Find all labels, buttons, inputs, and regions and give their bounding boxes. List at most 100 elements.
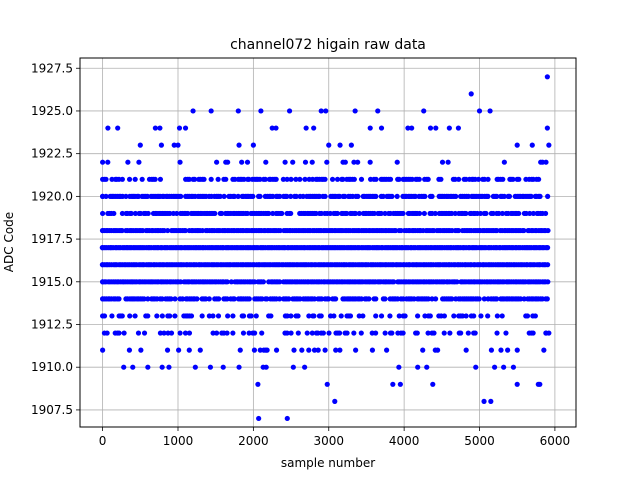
x-axis-ticks: 0 1000 2000 3000 4000 5000 6000: [99, 427, 570, 448]
data-point: [521, 227, 527, 234]
data-point: [420, 347, 426, 353]
data-point: [295, 313, 301, 319]
data-point: [537, 381, 543, 387]
data-point: [177, 330, 183, 336]
data-point: [323, 108, 329, 114]
data-point: [494, 193, 500, 199]
data-point: [475, 176, 482, 182]
data-point: [541, 347, 547, 353]
data-point: [498, 347, 504, 353]
data-point: [351, 330, 357, 336]
data-point: [241, 176, 247, 182]
data-point: [259, 330, 265, 336]
data-point: [246, 176, 252, 182]
data-point: [164, 347, 171, 353]
data-point: [458, 330, 464, 336]
data-point: [284, 415, 290, 422]
data-point: [186, 176, 192, 182]
data-point: [425, 176, 431, 182]
data-point: [157, 176, 164, 182]
data-point: [477, 210, 484, 217]
y-tick-label: 1912.5: [31, 318, 73, 332]
data-point: [348, 142, 354, 148]
data-point: [154, 313, 160, 319]
data-point: [324, 159, 330, 165]
y-tick-label: 1927.5: [31, 61, 73, 75]
data-point: [259, 296, 265, 302]
data-point: [224, 279, 230, 285]
data-point: [256, 415, 262, 422]
data-point: [517, 296, 524, 302]
data-point: [182, 330, 189, 336]
data-point: [309, 159, 315, 165]
data-point: [373, 330, 379, 336]
data-point: [529, 142, 535, 148]
data-point: [409, 176, 415, 182]
data-point: [168, 330, 175, 336]
data-point: [276, 296, 283, 302]
data-point: [332, 398, 338, 404]
data-point: [293, 176, 299, 182]
data-point: [360, 313, 366, 319]
data-point: [487, 108, 493, 114]
data-point: [206, 296, 212, 302]
data-point: [100, 176, 106, 182]
data-point: [159, 364, 165, 370]
data-point: [139, 176, 145, 182]
data-point: [288, 210, 294, 217]
data-point: [331, 313, 337, 319]
data-point: [439, 159, 446, 165]
data-point: [123, 193, 129, 199]
data-point: [208, 176, 214, 182]
data-point: [119, 176, 125, 182]
data-point: [152, 176, 158, 182]
data-point: [545, 227, 551, 234]
y-tick-label: 1915.0: [31, 275, 73, 289]
data-point: [157, 330, 164, 336]
data-point: [282, 159, 288, 165]
data-point: [194, 296, 200, 302]
data-point: [499, 210, 506, 217]
data-point: [499, 313, 505, 319]
data-point: [501, 364, 507, 370]
data-point: [116, 296, 122, 302]
data-point: [501, 159, 507, 165]
data-point: [100, 210, 106, 217]
data-point: [297, 176, 303, 182]
data-point: [414, 330, 420, 336]
data-point: [315, 347, 321, 353]
data-point: [342, 193, 348, 199]
data-point: [269, 125, 275, 131]
y-tick-label: 1920.0: [31, 189, 73, 203]
plot-frame: [79, 57, 577, 428]
data-point: [166, 364, 172, 370]
data-point: [432, 210, 438, 217]
data-point: [100, 279, 106, 285]
data-point: [182, 125, 189, 131]
data-point: [165, 227, 171, 234]
data-point: [476, 108, 483, 114]
data-point: [481, 296, 487, 302]
data-point: [210, 313, 216, 319]
data-point: [100, 262, 106, 268]
data-point: [268, 313, 274, 319]
data-point: [322, 193, 328, 199]
x-tick-label: 0: [99, 434, 107, 448]
data-point: [141, 296, 147, 302]
data-point: [396, 313, 402, 319]
data-point: [514, 381, 520, 387]
data-point: [375, 108, 381, 114]
data-point: [290, 159, 296, 165]
data-point: [337, 347, 343, 353]
x-tick-label: 1000: [163, 434, 194, 448]
data-point: [230, 313, 236, 319]
data-point: [427, 125, 434, 131]
data-point: [320, 330, 326, 336]
data-point: [231, 296, 237, 302]
data-point: [248, 313, 254, 319]
y-tick-label: 1910.0: [31, 360, 73, 374]
data-point: [527, 210, 533, 217]
data-point: [322, 176, 328, 182]
data-point: [387, 176, 394, 182]
y-axis-ticks: 1907.5 1910.0 1912.5 1915.0 1917.5 1920.0 1922…: [31, 61, 80, 417]
